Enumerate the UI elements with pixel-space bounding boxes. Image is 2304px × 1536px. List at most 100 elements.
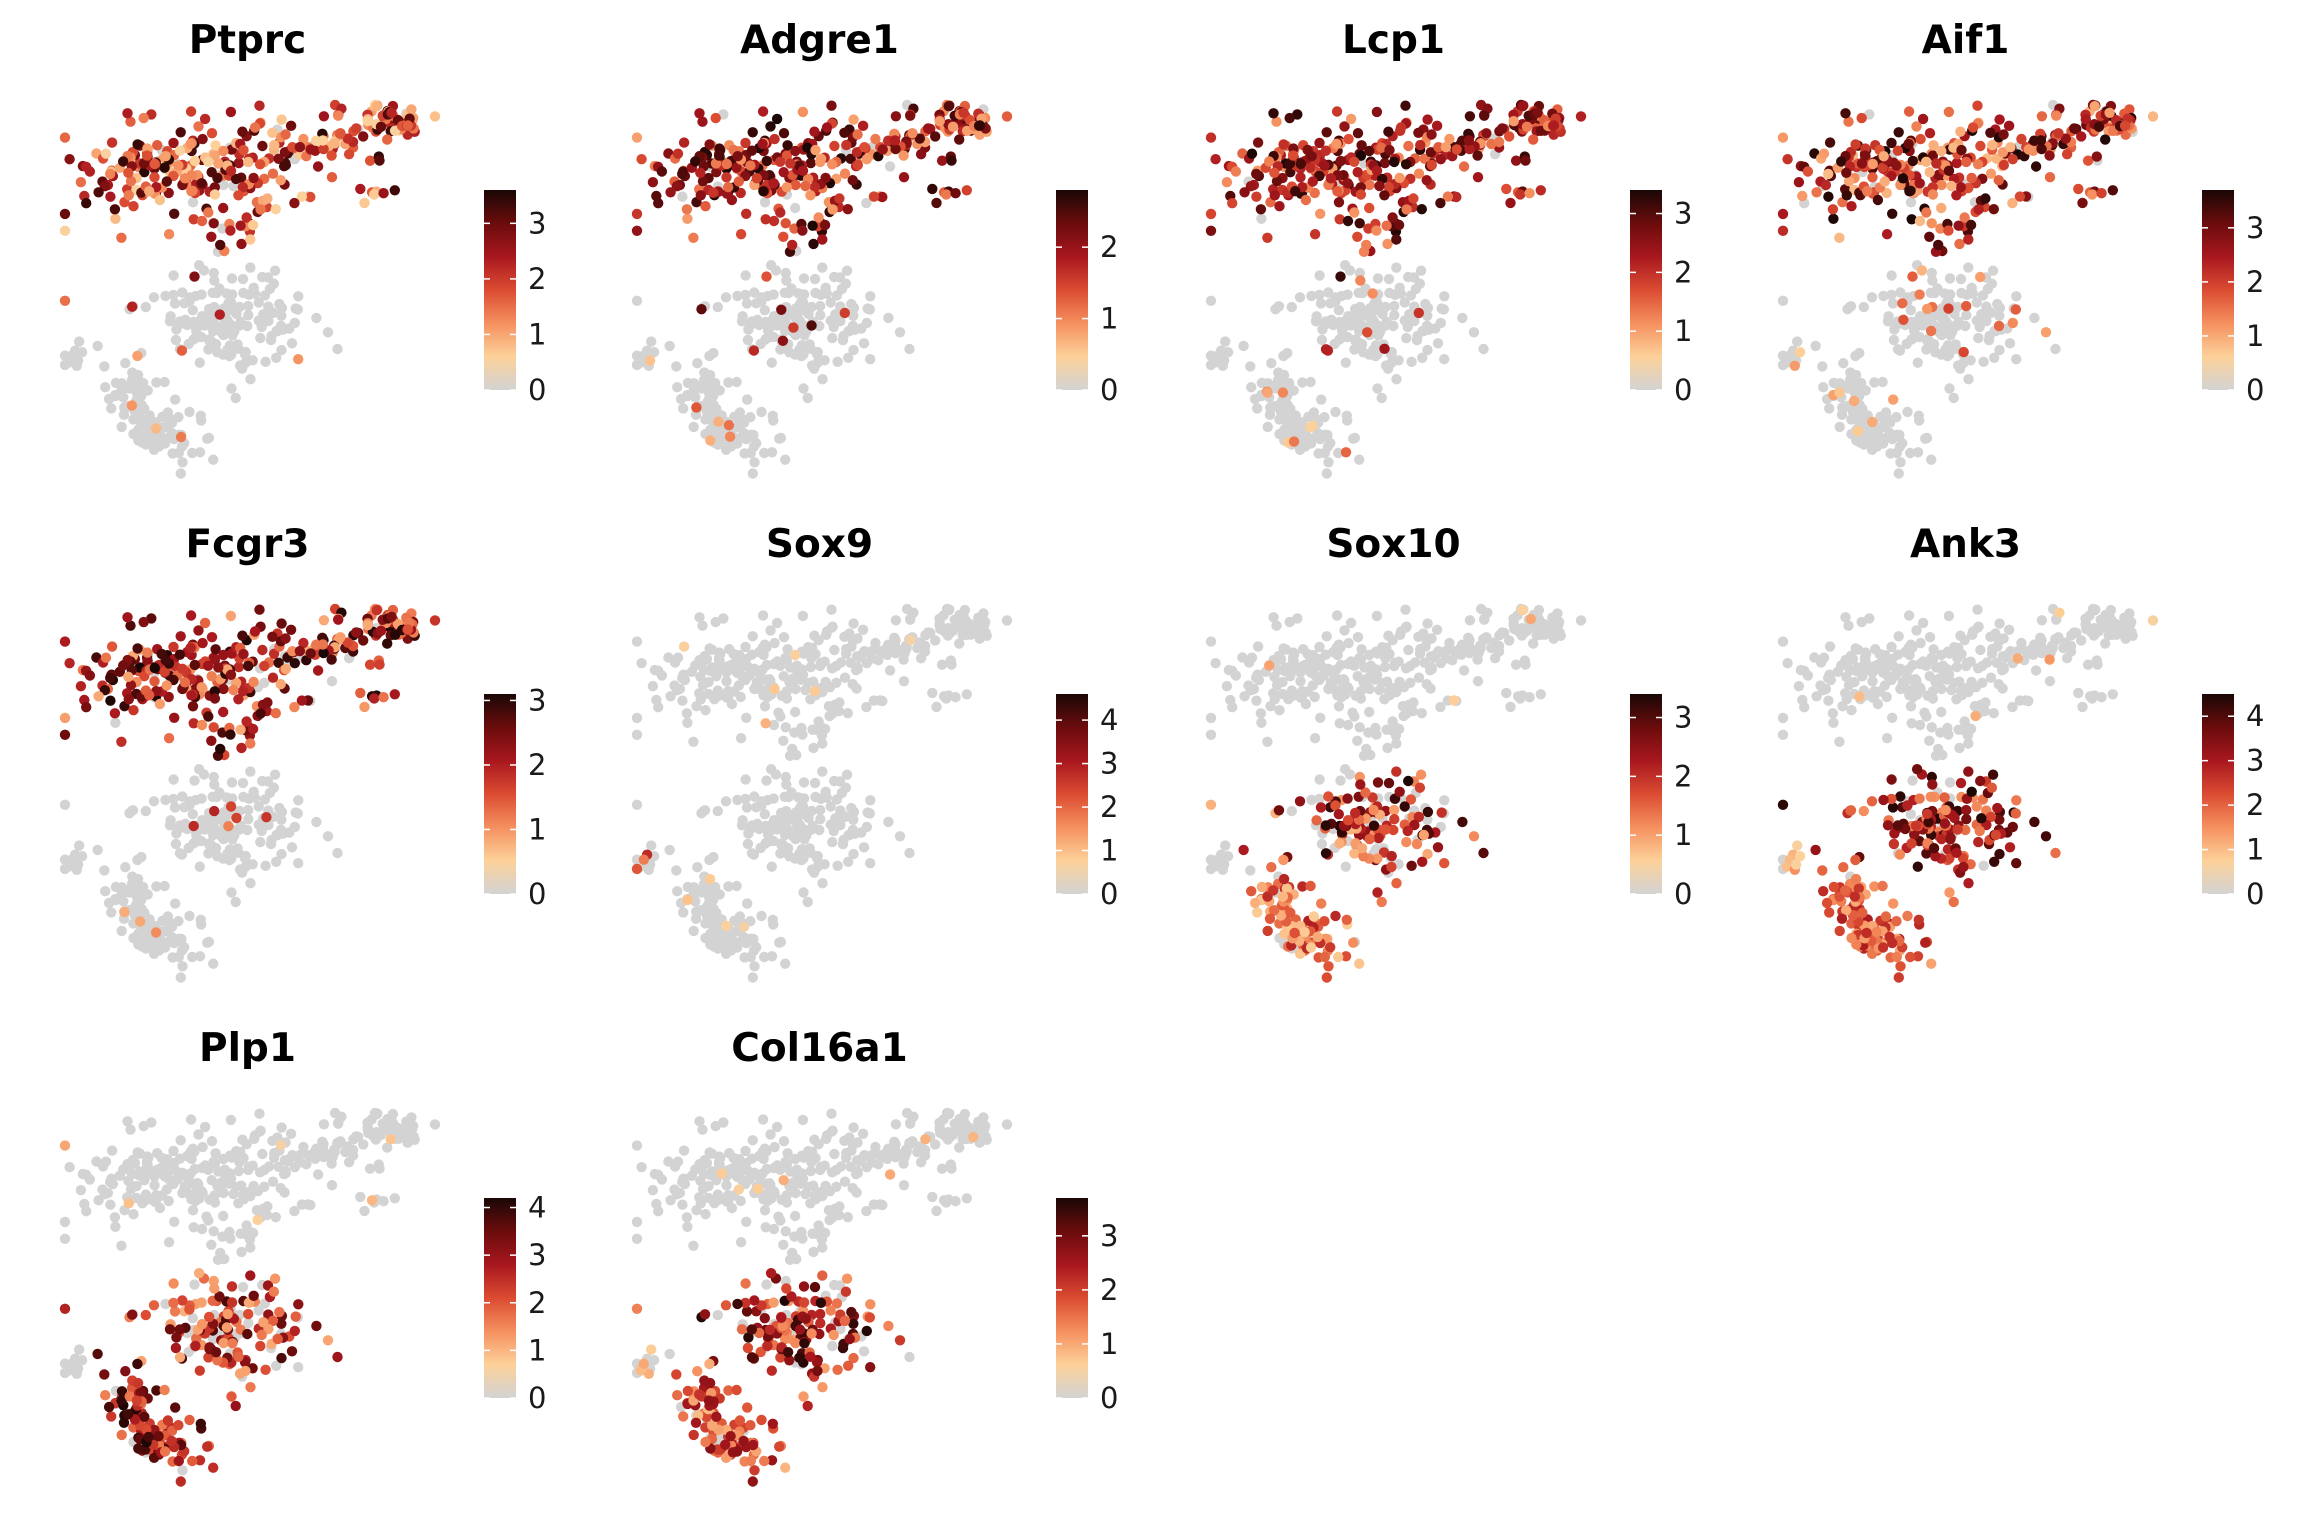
cell-point: [778, 128, 790, 139]
cell-point: [286, 842, 298, 853]
cell-point: [1333, 447, 1344, 459]
cell-point: [1980, 697, 1991, 708]
cell-point: [1903, 106, 1915, 117]
cell-point: [1988, 708, 1999, 719]
cell-point: [1391, 374, 1402, 385]
cell-point: [2089, 605, 2100, 616]
cell-point: [845, 657, 856, 668]
cell-point: [704, 139, 715, 150]
cell-point: [161, 176, 172, 187]
cell-point: [1921, 660, 1932, 671]
cell-point: [166, 931, 177, 943]
cell-point: [826, 100, 837, 111]
cell-point: [1891, 447, 1902, 459]
cell-point: [1371, 669, 1383, 680]
colorbar-tick-label: 3: [1100, 747, 1118, 781]
cell-point: [179, 173, 191, 184]
cell-point: [203, 660, 214, 671]
cell-point: [1321, 127, 1332, 138]
cell-point: [402, 624, 414, 635]
cell-point: [209, 693, 221, 704]
cell-point: [1859, 150, 1871, 161]
cell-point: [1374, 684, 1385, 696]
cell-point: [1386, 861, 1397, 873]
cell-point: [1463, 639, 1475, 650]
cell-point: [1284, 662, 1296, 673]
cell-point: [243, 310, 254, 321]
cell-point: [1387, 716, 1398, 727]
cell-point: [1317, 324, 1328, 335]
cell-point: [294, 141, 306, 153]
cell-point: [139, 907, 150, 918]
cell-point: [1924, 167, 1935, 178]
cell-point: [1911, 625, 1922, 636]
cell-point: [159, 162, 170, 173]
cell-point: [1872, 698, 1884, 710]
cell-point: [1299, 927, 1310, 938]
cell-point: [695, 694, 706, 705]
cell-point: [1416, 708, 1427, 719]
cell-point: [1955, 126, 1966, 137]
cell-point: [1314, 137, 1325, 149]
cell-point: [798, 793, 810, 804]
cell-point: [122, 108, 133, 119]
cell-point: [138, 616, 149, 628]
cell-point: [839, 672, 851, 683]
cell-point: [1943, 729, 1954, 740]
cell-point: [235, 220, 246, 231]
cell-point: [631, 132, 643, 143]
cell-point: [1946, 180, 1957, 192]
cell-point: [790, 179, 801, 191]
cell-point: [1230, 166, 1242, 177]
cell-point: [159, 666, 170, 677]
cell-point: [1843, 116, 1854, 127]
cell-point: [904, 343, 915, 355]
cell-point: [1387, 212, 1398, 223]
cell-point: [936, 659, 948, 670]
cell-point: [109, 708, 121, 719]
cell-point: [195, 914, 206, 925]
cell-point: [704, 369, 716, 381]
cell-point: [1364, 202, 1375, 214]
cell-point: [311, 312, 322, 324]
cell-point: [255, 204, 266, 215]
cell-point: [656, 166, 668, 177]
cell-point: [808, 742, 819, 754]
cell-point: [230, 392, 241, 404]
cell-point: [1802, 670, 1814, 681]
cell-point: [1479, 614, 1490, 625]
colorbar: [484, 694, 516, 894]
cell-point: [1928, 339, 1940, 350]
cell-point: [1472, 172, 1484, 183]
cell-point: [1532, 107, 1543, 119]
cell-point: [740, 793, 751, 805]
cell-point: [206, 128, 218, 139]
cell-point: [1810, 340, 1821, 352]
cell-point: [1388, 824, 1399, 836]
cell-point: [1220, 840, 1231, 851]
colorbar: [1630, 190, 1662, 390]
cell-point: [1334, 214, 1345, 225]
cell-point: [59, 729, 71, 740]
colorbar-tick-label: 1: [1674, 314, 1692, 348]
cell-point: [812, 861, 823, 873]
cell-point: [223, 821, 234, 832]
cell-point: [262, 697, 273, 708]
cell-point: [1262, 421, 1273, 433]
cell-point: [1517, 101, 1528, 112]
cell-point: [746, 145, 758, 156]
cell-point: [1850, 643, 1861, 654]
cell-point: [2069, 627, 2080, 638]
cell-point: [690, 913, 702, 924]
cell-point: [1386, 850, 1397, 862]
cell-point: [59, 863, 71, 875]
cell-point: [724, 431, 736, 442]
cell-point: [927, 687, 938, 699]
cell-point: [1952, 320, 1963, 331]
cell-point: [271, 856, 282, 867]
cell-point: [154, 698, 166, 710]
cell-point: [75, 177, 87, 188]
cell-point: [1269, 190, 1280, 201]
cell-point: [1205, 863, 1217, 875]
